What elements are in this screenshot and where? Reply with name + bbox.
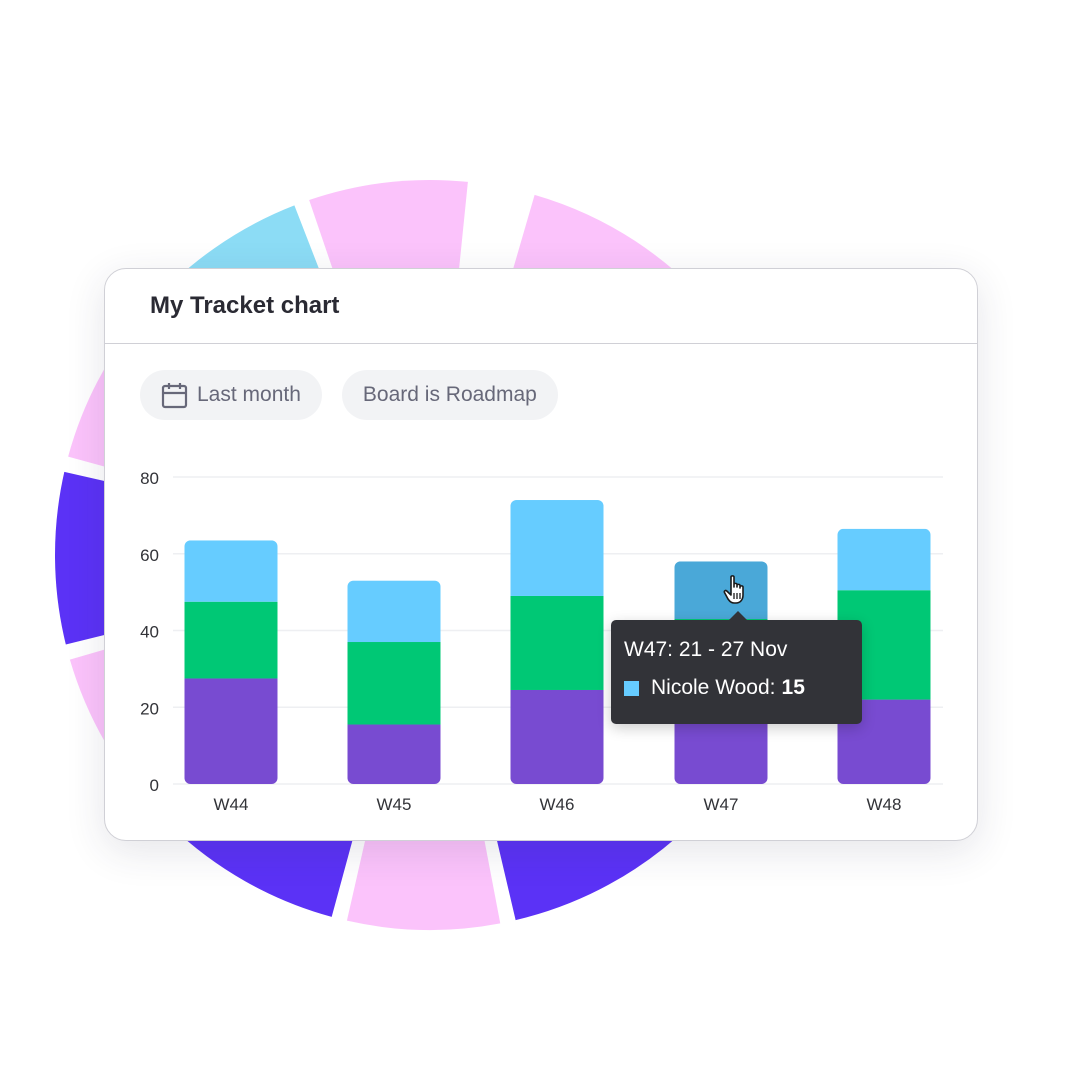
y-tick-label: 20 bbox=[140, 699, 159, 718]
tooltip-series-suffix: : bbox=[769, 676, 776, 699]
date-filter-label: Last month bbox=[197, 383, 301, 406]
bar-stack bbox=[510, 500, 604, 784]
bar-segment bbox=[347, 724, 441, 784]
x-tick-label: W47 bbox=[704, 795, 739, 814]
bar-segment bbox=[184, 678, 278, 784]
bar-segment bbox=[837, 528, 931, 591]
y-tick-label: 0 bbox=[150, 776, 159, 795]
y-tick-label: 80 bbox=[140, 469, 159, 488]
tooltip-swatch bbox=[624, 680, 639, 696]
bar-segment bbox=[347, 642, 441, 725]
date-filter-chip[interactable]: Last month bbox=[140, 370, 322, 420]
x-tick-label: W45 bbox=[377, 795, 412, 814]
x-tick-label: W48 bbox=[867, 795, 902, 814]
bar-segment bbox=[510, 500, 604, 596]
bar-segment bbox=[184, 601, 278, 679]
bar-stack bbox=[347, 580, 441, 784]
card-header: My Tracket chart bbox=[105, 269, 977, 344]
x-tick-label: W44 bbox=[214, 795, 249, 814]
bar-segment bbox=[510, 595, 604, 690]
bar-segment bbox=[184, 540, 278, 602]
filter-bar: Last month Board is Roadmap bbox=[140, 370, 558, 420]
y-tick-label: 60 bbox=[140, 546, 159, 565]
hand-pointer-icon bbox=[722, 574, 750, 611]
bar-segment bbox=[347, 580, 441, 643]
board-filter-chip[interactable]: Board is Roadmap bbox=[341, 370, 558, 420]
stacked-bar-chart: 0 20 40 60 80 W44 W45 W46 W47 W48 bbox=[140, 469, 943, 814]
x-tick-label: W46 bbox=[540, 795, 575, 814]
chart-tooltip: W47: 21 - 27 Nov Nicole Wood: 15 bbox=[611, 611, 862, 724]
board-filter-label: Board is Roadmap bbox=[362, 383, 537, 406]
card-title: My Tracket chart bbox=[150, 292, 340, 319]
tooltip-series-name: Nicole Wood bbox=[651, 676, 770, 699]
tooltip-row: Nicole Wood: 15 bbox=[624, 675, 862, 701]
calendar-icon bbox=[161, 382, 188, 409]
bar-segment bbox=[674, 561, 768, 619]
tooltip-value: 15 bbox=[781, 676, 805, 699]
bar-stack bbox=[184, 540, 278, 784]
tooltip-title: W47: 21 - 27 Nov bbox=[624, 638, 788, 661]
chart-card: My Tracket chart Last month Board is Roa… bbox=[104, 268, 978, 841]
bar-segment bbox=[510, 689, 604, 784]
y-tick-label: 40 bbox=[140, 623, 159, 642]
